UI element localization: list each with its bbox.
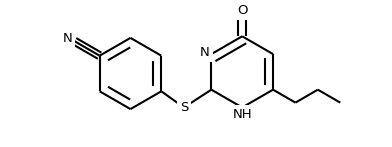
Text: N: N — [200, 46, 210, 59]
Text: S: S — [180, 101, 188, 114]
Text: N: N — [63, 32, 73, 45]
Text: O: O — [237, 4, 247, 17]
Text: NH: NH — [232, 108, 252, 121]
